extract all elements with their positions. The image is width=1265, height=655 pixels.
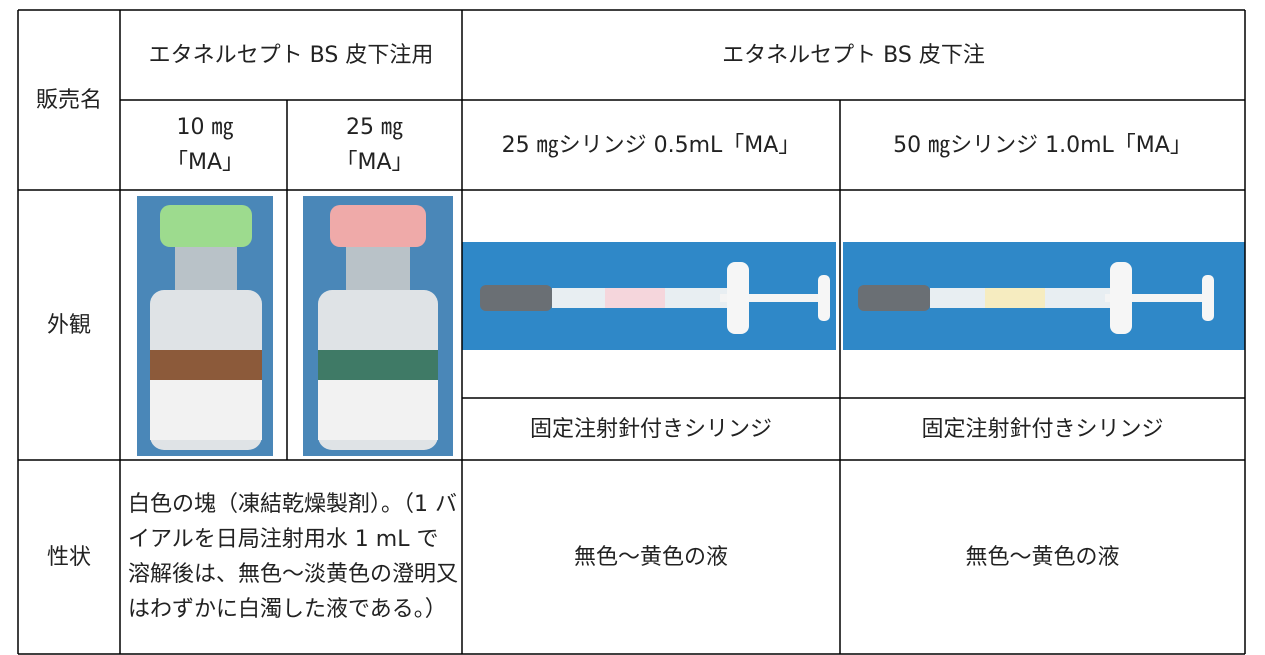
- property-text: 無色～黄色の液: [573, 544, 728, 570]
- appearance-note: 固定注射針付きシリンジ: [921, 416, 1164, 442]
- appearance-note: 固定注射針付きシリンジ: [529, 416, 772, 442]
- syringe-25mg: [462, 242, 836, 350]
- property-text: 白色の塊（凍結乾燥製剤）。（1 バイアルを日局注射用水 1 mL で溶解後は、無…: [128, 492, 459, 622]
- row-header: 性状: [46, 544, 91, 570]
- vial-10mg: [137, 196, 273, 456]
- product-name: 50 ㎎シリンジ 1.0mL「MA」: [893, 132, 1192, 158]
- product-name: 25 ㎎「MA」: [335, 115, 414, 175]
- property-text: 無色～黄色の液: [965, 544, 1120, 570]
- row-header: 販売名: [35, 87, 102, 113]
- table-borders: [17, 9, 1246, 655]
- row-header: 外観: [46, 312, 91, 338]
- product-name: 10 ㎎「MA」: [165, 115, 245, 175]
- syringe-50mg: [843, 242, 1245, 350]
- product-group: エタネルセプト BS 皮下注用: [148, 42, 434, 68]
- product-name: 25 ㎎シリンジ 0.5mL「MA」: [501, 132, 801, 158]
- vial-25mg: [303, 196, 453, 456]
- product-group: エタネルセプト BS 皮下注: [722, 42, 985, 68]
